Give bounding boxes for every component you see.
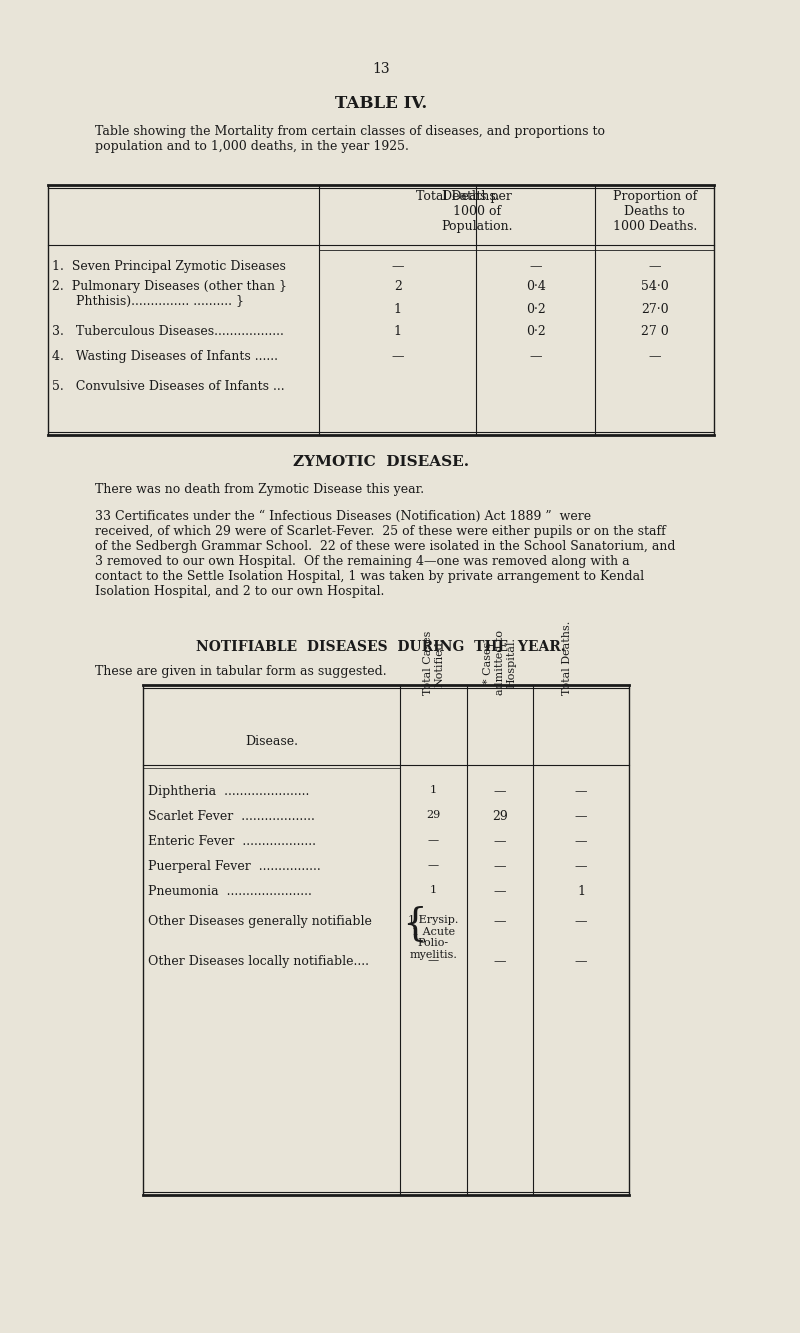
Text: Diphtheria  ......................: Diphtheria ......................: [148, 785, 309, 798]
Text: —: —: [649, 260, 661, 273]
Text: Total Cases
Notified.: Total Cases Notified.: [422, 631, 444, 694]
Text: 0·4: 0·4: [526, 280, 546, 293]
Text: —: —: [574, 914, 587, 928]
Text: 2.  Pulmonary Diseases (other than }
      Phthisis)............... .......... }: 2. Pulmonary Diseases (other than } Phth…: [52, 280, 287, 308]
Text: Scarlet Fever  ...................: Scarlet Fever ...................: [148, 810, 314, 822]
Text: Total Deaths.: Total Deaths.: [562, 621, 572, 694]
Text: 0·2: 0·2: [526, 303, 546, 316]
Text: 29: 29: [426, 810, 441, 820]
Text: Puerperal Fever  ................: Puerperal Fever ................: [148, 860, 320, 873]
Text: —: —: [428, 860, 439, 870]
Text: 1 Erysip.
1 Acute
Polio-
myelitis.: 1 Erysip. 1 Acute Polio- myelitis.: [408, 914, 458, 960]
Text: —: —: [530, 260, 542, 273]
Text: TABLE IV.: TABLE IV.: [335, 95, 427, 112]
Text: Disease.: Disease.: [245, 734, 298, 748]
Text: 5.   Convulsive Diseases of Infants ...: 5. Convulsive Diseases of Infants ...: [52, 380, 285, 393]
Text: 13: 13: [372, 63, 390, 76]
Text: 1: 1: [430, 885, 437, 894]
Text: —: —: [494, 954, 506, 968]
Text: Other Diseases locally notifiable....: Other Diseases locally notifiable....: [148, 954, 369, 968]
Text: 1: 1: [430, 785, 437, 794]
Text: Pneumonia  ......................: Pneumonia ......................: [148, 885, 311, 898]
Text: —: —: [428, 834, 439, 845]
Text: Proportion of
Deaths to
1000 Deaths.: Proportion of Deaths to 1000 Deaths.: [613, 191, 697, 233]
Text: 3.   Tuberculous Diseases..................: 3. Tuberculous Diseases.................…: [52, 325, 284, 339]
Text: {: {: [402, 906, 426, 944]
Text: 1: 1: [577, 885, 585, 898]
Text: 1.  Seven Principal Zymotic Diseases: 1. Seven Principal Zymotic Diseases: [52, 260, 286, 273]
Text: —: —: [391, 351, 404, 363]
Text: 2: 2: [394, 280, 402, 293]
Text: 29: 29: [492, 810, 508, 822]
Text: —: —: [649, 351, 661, 363]
Text: Table showing the Mortality from certain classes of diseases, and proportions to: Table showing the Mortality from certain…: [95, 125, 606, 153]
Text: —: —: [494, 785, 506, 798]
Text: Deaths per
1000 of
Population.: Deaths per 1000 of Population.: [441, 191, 513, 233]
Text: —: —: [391, 260, 404, 273]
Text: —: —: [574, 785, 587, 798]
Text: 27·0: 27·0: [641, 303, 669, 316]
Text: ZYMOTIC  DISEASE.: ZYMOTIC DISEASE.: [293, 455, 469, 469]
Text: There was no death from Zymotic Disease this year.: There was no death from Zymotic Disease …: [95, 483, 424, 496]
Text: 27 0: 27 0: [641, 325, 669, 339]
Text: 1: 1: [394, 303, 402, 316]
Text: —: —: [574, 834, 587, 848]
Text: —: —: [494, 914, 506, 928]
Text: 1: 1: [394, 325, 402, 339]
Text: 54·0: 54·0: [641, 280, 669, 293]
Text: —: —: [428, 954, 439, 965]
Text: —: —: [574, 860, 587, 873]
Text: —: —: [574, 954, 587, 968]
Text: * Cases
admitted to
Hospital.: * Cases admitted to Hospital.: [483, 631, 517, 694]
Text: These are given in tabular form as suggested.: These are given in tabular form as sugge…: [95, 665, 387, 678]
Text: 33 Certificates under the “ Infectious Diseases (Notification) Act 1889 ”  were
: 33 Certificates under the “ Infectious D…: [95, 511, 676, 599]
Text: —: —: [494, 885, 506, 898]
Text: —: —: [530, 351, 542, 363]
Text: Other Diseases generally notifiable: Other Diseases generally notifiable: [148, 914, 371, 928]
Text: Total Deaths.: Total Deaths.: [416, 191, 499, 203]
Text: —: —: [574, 810, 587, 822]
Text: NOTIFIABLE  DISEASES  DURING  THE  YEAR.: NOTIFIABLE DISEASES DURING THE YEAR.: [196, 640, 566, 655]
Text: —: —: [494, 860, 506, 873]
Text: —: —: [494, 834, 506, 848]
Text: 4.   Wasting Diseases of Infants ......: 4. Wasting Diseases of Infants ......: [52, 351, 278, 363]
Text: 0·2: 0·2: [526, 325, 546, 339]
Text: Enteric Fever  ...................: Enteric Fever ...................: [148, 834, 316, 848]
